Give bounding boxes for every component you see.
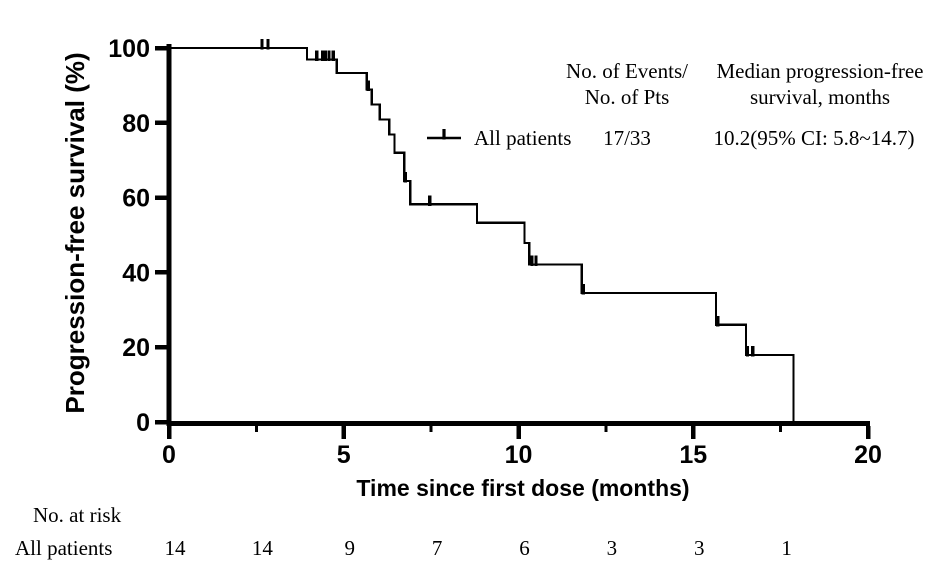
- at-risk-count: 14: [165, 536, 187, 560]
- x-axis-title: Time since first dose (months): [356, 475, 689, 501]
- at-risk-count: 1: [781, 536, 792, 560]
- legend-median-header-line2: survival, months: [750, 85, 890, 109]
- x-tick-label: 20: [854, 441, 882, 469]
- x-tick-label: 10: [505, 441, 533, 469]
- legend-series-label: All patients: [474, 126, 571, 150]
- y-tick-label: 0: [136, 409, 150, 437]
- at-risk-title: No. at risk: [33, 503, 122, 527]
- legend-key-symbol: [427, 129, 461, 140]
- at-risk-count: 6: [519, 536, 530, 560]
- y-tick-label: 40: [122, 259, 150, 287]
- at-risk-count: 3: [694, 536, 705, 560]
- at-risk-row-label: All patients: [15, 536, 112, 560]
- at-risk-count: 9: [345, 536, 356, 560]
- y-tick-label: 20: [122, 334, 150, 362]
- y-tick-label: 100: [108, 35, 150, 63]
- legend-events-value: 17/33: [603, 126, 651, 150]
- at-risk-count: 14: [252, 536, 274, 560]
- survival-curve-layer: [169, 39, 795, 422]
- legend-median-value: 10.2(95% CI: 5.8~14.7): [714, 126, 915, 150]
- y-tick-label: 60: [122, 185, 150, 213]
- at-risk-counts-layer: 14 14 9 7 6 3 3 1: [165, 536, 792, 560]
- legend-events-header-line2: No. of Pts: [585, 85, 670, 109]
- y-tick-label: 80: [122, 110, 150, 138]
- at-risk-count: 3: [607, 536, 618, 560]
- y-axis-title: Progression-free survival (%): [60, 52, 90, 413]
- x-tick-label: 15: [679, 441, 707, 469]
- x-tick-label: 0: [162, 441, 176, 469]
- km-curve: [169, 46, 795, 422]
- legend-median-header-line1: Median progression-free: [716, 59, 923, 83]
- x-tick-label: 5: [337, 441, 351, 469]
- axes-layer: 0 20 40 60 80 100 0 5 10 15 20: [108, 35, 882, 469]
- legend-events-header-line1: No. of Events/: [566, 59, 688, 83]
- at-risk-count: 7: [432, 536, 443, 560]
